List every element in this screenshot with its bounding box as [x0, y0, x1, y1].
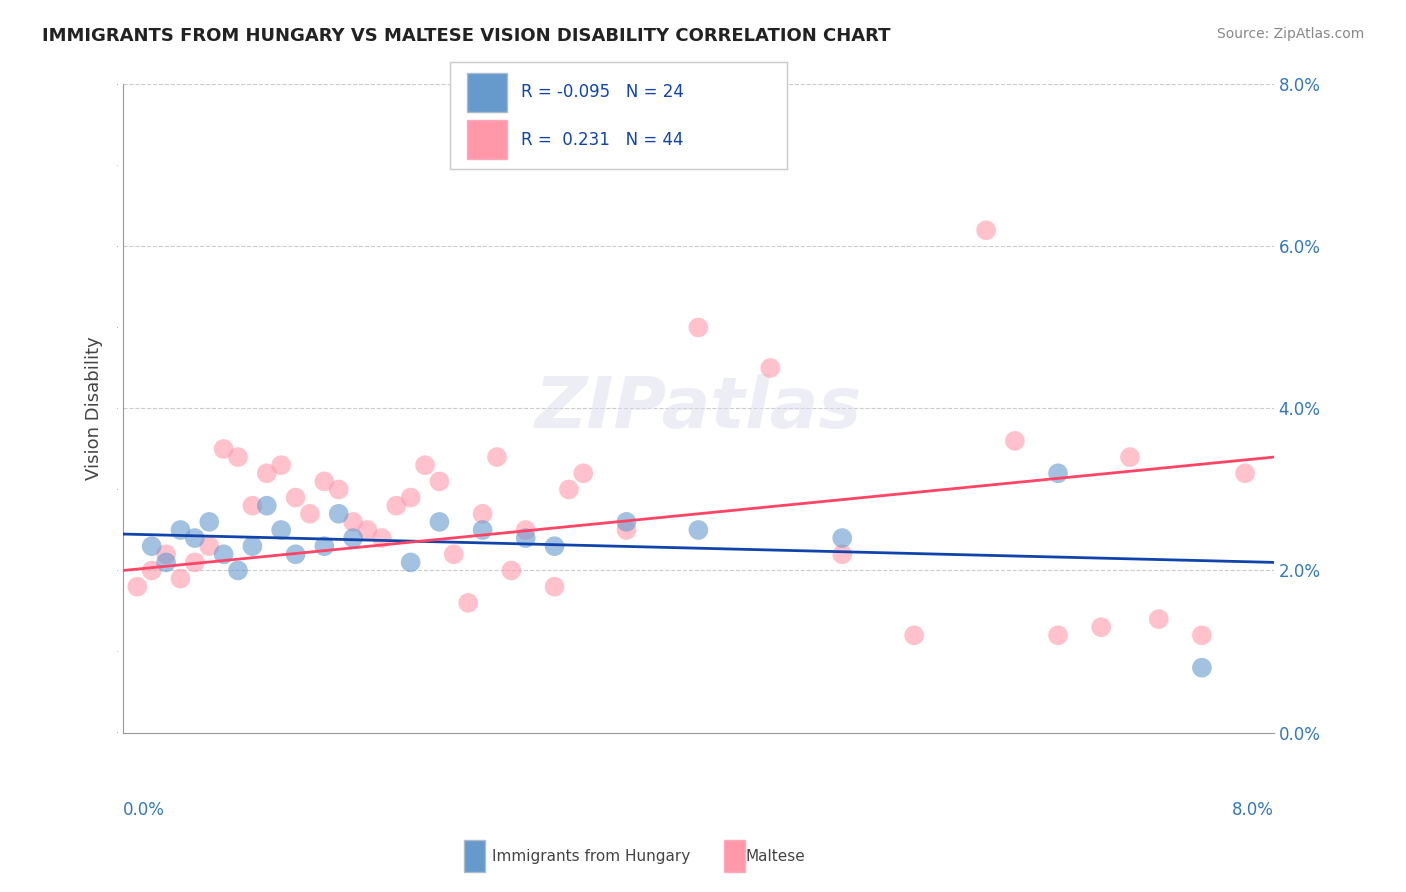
- FancyBboxPatch shape: [467, 120, 508, 159]
- Point: [399, 491, 422, 505]
- Point: [616, 515, 638, 529]
- Point: [298, 507, 321, 521]
- Text: Source: ZipAtlas.com: Source: ZipAtlas.com: [1216, 27, 1364, 41]
- Point: [256, 467, 278, 481]
- Point: [198, 539, 221, 553]
- Point: [1047, 628, 1070, 642]
- Point: [515, 531, 537, 545]
- Point: [385, 499, 408, 513]
- Point: [127, 580, 149, 594]
- Point: [1147, 612, 1170, 626]
- Point: [831, 531, 853, 545]
- Point: [443, 547, 465, 561]
- Text: ZIPatlas: ZIPatlas: [534, 374, 862, 443]
- Text: Maltese: Maltese: [745, 849, 804, 863]
- Point: [371, 531, 394, 545]
- Point: [1004, 434, 1026, 448]
- Point: [284, 491, 307, 505]
- Point: [141, 539, 163, 553]
- Point: [226, 450, 249, 464]
- Point: [342, 531, 364, 545]
- Point: [169, 572, 191, 586]
- Point: [1234, 467, 1257, 481]
- Point: [314, 475, 336, 489]
- Point: [212, 547, 235, 561]
- Text: R =  0.231   N = 44: R = 0.231 N = 44: [520, 130, 683, 148]
- Point: [242, 499, 264, 513]
- Point: [485, 450, 508, 464]
- Point: [543, 539, 565, 553]
- Point: [413, 458, 436, 472]
- Point: [184, 531, 207, 545]
- Point: [1090, 620, 1112, 634]
- Text: IMMIGRANTS FROM HUNGARY VS MALTESE VISION DISABILITY CORRELATION CHART: IMMIGRANTS FROM HUNGARY VS MALTESE VISIO…: [42, 27, 890, 45]
- Point: [429, 475, 451, 489]
- Point: [270, 458, 292, 472]
- Point: [328, 483, 350, 497]
- Point: [974, 223, 997, 237]
- Point: [1191, 628, 1213, 642]
- Point: [284, 547, 307, 561]
- Point: [572, 467, 595, 481]
- Point: [242, 539, 264, 553]
- Point: [184, 555, 207, 569]
- Text: 8.0%: 8.0%: [1232, 801, 1274, 820]
- Point: [141, 564, 163, 578]
- Point: [155, 547, 177, 561]
- Point: [226, 564, 249, 578]
- Point: [688, 320, 710, 334]
- Point: [688, 523, 710, 537]
- Point: [1047, 467, 1070, 481]
- Point: [399, 555, 422, 569]
- Point: [212, 442, 235, 456]
- Point: [903, 628, 925, 642]
- Point: [1119, 450, 1142, 464]
- Point: [342, 515, 364, 529]
- Point: [471, 523, 494, 537]
- Point: [501, 564, 523, 578]
- Point: [270, 523, 292, 537]
- Point: [198, 515, 221, 529]
- Point: [515, 523, 537, 537]
- Text: 0.0%: 0.0%: [122, 801, 165, 820]
- Point: [356, 523, 378, 537]
- Point: [169, 523, 191, 537]
- Point: [558, 483, 581, 497]
- FancyBboxPatch shape: [467, 73, 508, 112]
- Point: [543, 580, 565, 594]
- Point: [831, 547, 853, 561]
- Point: [155, 555, 177, 569]
- Point: [429, 515, 451, 529]
- Point: [471, 507, 494, 521]
- Point: [1191, 661, 1213, 675]
- Point: [616, 523, 638, 537]
- Point: [314, 539, 336, 553]
- Point: [256, 499, 278, 513]
- Text: Immigrants from Hungary: Immigrants from Hungary: [492, 849, 690, 863]
- Text: R = -0.095   N = 24: R = -0.095 N = 24: [520, 84, 683, 102]
- Point: [457, 596, 479, 610]
- Point: [328, 507, 350, 521]
- Point: [759, 361, 782, 376]
- Y-axis label: Vision Disability: Vision Disability: [86, 336, 103, 481]
